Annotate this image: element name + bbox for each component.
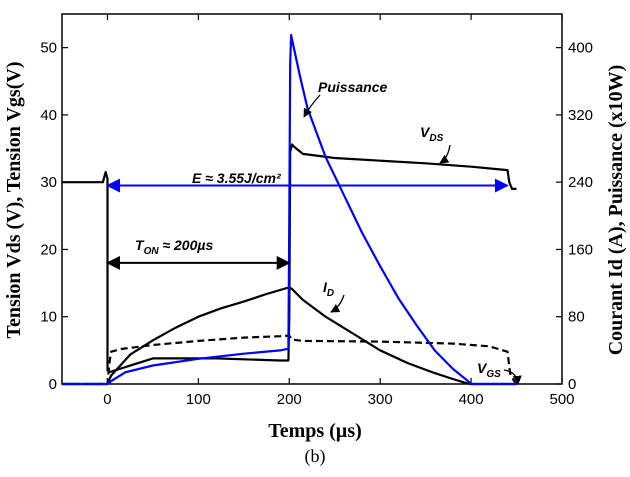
id-pointer bbox=[330, 294, 345, 313]
id-label-sub: D bbox=[327, 288, 334, 299]
puissance-pointer bbox=[303, 94, 321, 118]
ton-label-sub: ON bbox=[144, 246, 160, 257]
x-tick-label: 200 bbox=[277, 391, 302, 408]
vgs-pointer bbox=[503, 369, 522, 385]
annotation-layer: Puissance VDS ID VGS TON ≈ 200µs E ≈ 3.5… bbox=[106, 79, 522, 385]
y-right-tick-label: 400 bbox=[568, 40, 593, 57]
y-axis-right-title: Courant Id (A), Puissance (x10W) bbox=[605, 65, 627, 356]
x-tick-label: 500 bbox=[549, 391, 574, 408]
vgs-label-main: V bbox=[477, 360, 488, 376]
y-left-tick-label: 50 bbox=[40, 40, 57, 57]
x-axis: 0 100 200 300 400 500 bbox=[103, 14, 575, 408]
x-axis-title: Temps (µs) bbox=[268, 420, 362, 442]
y-left-tick-label: 20 bbox=[40, 241, 57, 258]
y-left-tick-label: 30 bbox=[40, 174, 57, 191]
x-tick-label: 300 bbox=[368, 391, 393, 408]
x-tick-label: 0 bbox=[103, 391, 111, 408]
series-puissance-line bbox=[62, 33, 517, 386]
y-right-tick-label: 240 bbox=[568, 174, 593, 191]
vds-pointer bbox=[439, 144, 451, 164]
y-right-tick-label: 80 bbox=[568, 309, 585, 326]
y-left-tick-label: 10 bbox=[40, 309, 57, 326]
y-right-tick-label: 0 bbox=[568, 376, 576, 393]
vgs-label: VGS bbox=[477, 360, 501, 380]
y-left-tick-label: 0 bbox=[49, 376, 57, 393]
id-label-main: I bbox=[323, 279, 328, 295]
x-tick-label: 100 bbox=[186, 391, 211, 408]
y-axis-left: 0 10 20 30 40 50 bbox=[40, 40, 68, 393]
y-axis-right: 0 80 160 240 320 400 bbox=[556, 40, 593, 393]
figure-caption: (b) bbox=[304, 446, 326, 466]
ton-label-main: T bbox=[135, 237, 145, 253]
y-axis-left-title: Tension Vds (V), Tension Vgs(V) bbox=[3, 62, 25, 339]
puissance-label: Puissance bbox=[318, 79, 387, 95]
ton-label: TON ≈ 200µs bbox=[135, 237, 213, 257]
vds-label-main: V bbox=[420, 124, 431, 140]
plot-frame bbox=[61, 13, 563, 385]
y-left-tick-label: 40 bbox=[40, 107, 57, 124]
y-right-tick-label: 320 bbox=[568, 107, 593, 124]
id-label: ID bbox=[323, 279, 334, 299]
vds-label-sub: DS bbox=[429, 133, 443, 144]
ton-label-rest: ≈ 200µs bbox=[159, 237, 214, 253]
x-tick-label: 400 bbox=[459, 391, 484, 408]
series-id-line bbox=[62, 286, 517, 386]
vds-label: VDS bbox=[420, 124, 444, 144]
y-right-tick-label: 160 bbox=[568, 241, 593, 258]
energy-label: E ≈ 3.55J/cm² bbox=[192, 170, 281, 186]
vgs-label-sub: GS bbox=[486, 369, 501, 380]
series-layer bbox=[62, 33, 518, 386]
